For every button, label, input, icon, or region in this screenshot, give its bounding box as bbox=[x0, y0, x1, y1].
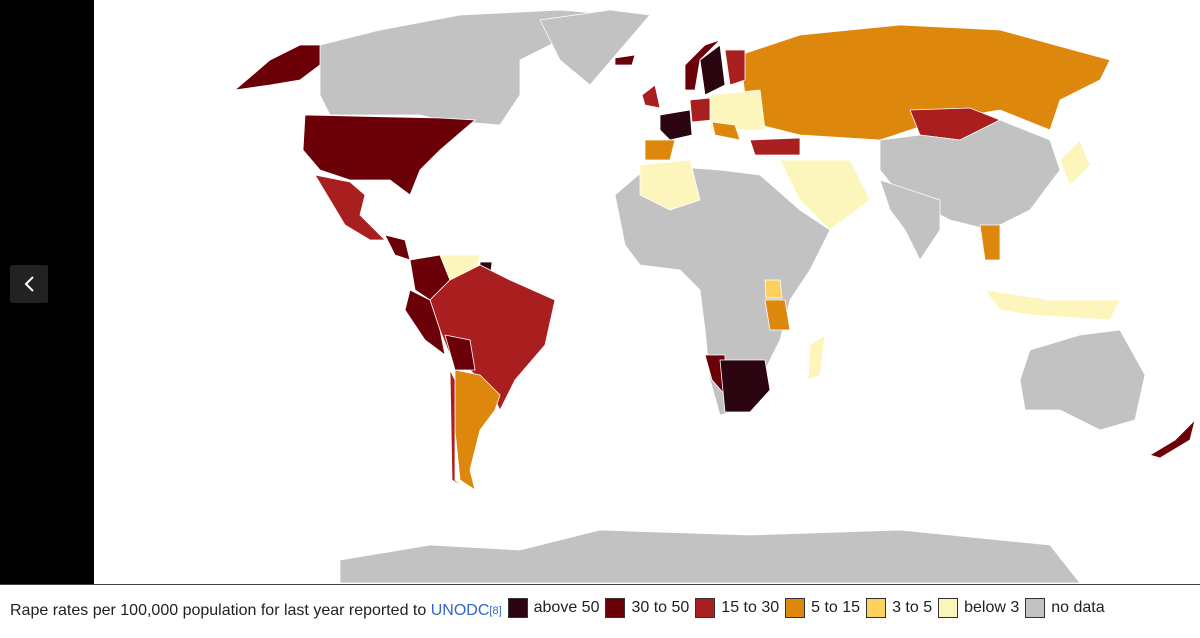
legend-item: below 3 bbox=[938, 598, 1019, 618]
legend-label: below 3 bbox=[964, 599, 1020, 616]
legend-item: no data bbox=[1025, 598, 1105, 618]
country bbox=[749, 137, 801, 156]
legend-swatch bbox=[695, 598, 716, 618]
country bbox=[711, 121, 741, 141]
country bbox=[699, 44, 726, 96]
legend-label: 30 to 50 bbox=[631, 599, 690, 616]
country bbox=[1019, 329, 1146, 431]
legend-swatch bbox=[938, 598, 959, 618]
reference[interactable]: [8] bbox=[489, 604, 502, 617]
legend-label: 15 to 30 bbox=[721, 599, 780, 616]
country bbox=[1149, 418, 1196, 459]
country bbox=[449, 369, 466, 489]
legend-item: 30 to 50 bbox=[605, 598, 689, 618]
country bbox=[302, 114, 477, 196]
legend-swatch bbox=[507, 598, 528, 618]
legend-swatch bbox=[866, 598, 887, 618]
back-button[interactable] bbox=[10, 265, 48, 303]
country bbox=[709, 89, 766, 131]
country bbox=[614, 54, 636, 66]
legend-label: 5 to 15 bbox=[811, 599, 861, 616]
legend-item: 15 to 30 bbox=[695, 598, 779, 618]
country bbox=[659, 109, 693, 141]
country bbox=[339, 529, 1081, 584]
legend-item: 3 to 5 bbox=[866, 598, 932, 618]
country bbox=[764, 279, 783, 299]
country bbox=[454, 369, 501, 491]
world-map bbox=[233, 9, 1196, 584]
chevron-icon bbox=[24, 276, 34, 292]
caption-text: Rape rates per 100,000 population for la… bbox=[10, 601, 427, 619]
country bbox=[979, 224, 1001, 261]
legend-label: above 50 bbox=[533, 599, 600, 616]
legend-label: 3 to 5 bbox=[892, 599, 933, 616]
country bbox=[539, 9, 651, 86]
legend-swatch bbox=[1025, 598, 1046, 618]
country bbox=[719, 359, 771, 413]
country bbox=[641, 84, 661, 109]
country bbox=[314, 174, 386, 241]
legend-label: no data bbox=[1051, 599, 1105, 616]
legend-swatch bbox=[605, 598, 626, 618]
country bbox=[739, 24, 1111, 141]
country bbox=[879, 179, 941, 261]
country bbox=[764, 299, 791, 331]
country bbox=[384, 234, 411, 261]
country bbox=[404, 289, 446, 356]
country bbox=[724, 49, 746, 86]
country bbox=[807, 334, 826, 381]
legend-item: above 50 bbox=[507, 598, 600, 618]
legend-item: 5 to 15 bbox=[785, 598, 860, 618]
country bbox=[639, 159, 701, 211]
source-link[interactable]: UNODC bbox=[430, 601, 490, 619]
legend: above 50 30 to 50 15 to 30 5 to 15 3 to 5 bel… bbox=[502, 598, 1105, 623]
caption: Rape rates per 100,000 population for la… bbox=[0, 584, 1200, 636]
country bbox=[319, 9, 621, 126]
country bbox=[1059, 139, 1091, 186]
legend-swatch bbox=[785, 598, 806, 618]
country bbox=[444, 334, 476, 371]
country bbox=[779, 159, 871, 231]
country bbox=[644, 139, 676, 161]
country bbox=[984, 289, 1121, 321]
country bbox=[689, 97, 713, 123]
